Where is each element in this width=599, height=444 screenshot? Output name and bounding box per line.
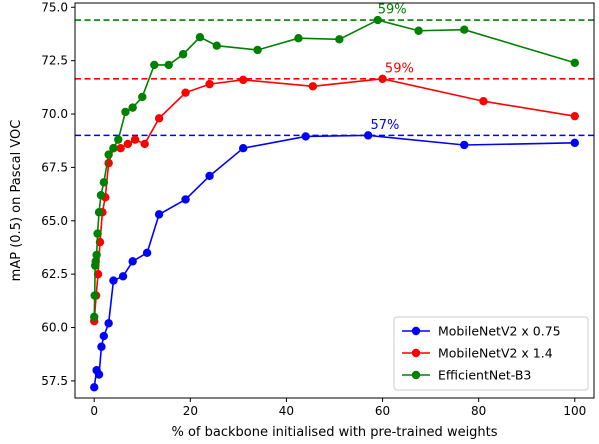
data-point (114, 135, 123, 144)
legend-label: MobileNetV2 x 1.4 (438, 346, 553, 361)
legend-box (393, 316, 589, 391)
data-point (90, 312, 99, 322)
y-tick-label: 60.0 (41, 321, 68, 335)
data-point (140, 139, 149, 149)
data-point (93, 229, 102, 238)
data-point (92, 250, 101, 260)
data-point (94, 208, 104, 217)
legend-item-mobilenetv2-x-0-75: MobileNetV2 x 0.75 (402, 324, 561, 339)
series-mobilenetv2-x-0-75 (90, 131, 579, 392)
x-tick-label: 80 (471, 404, 486, 418)
data-point (195, 32, 205, 42)
x-tick-label: 100 (563, 404, 586, 418)
y-tick-label: 57.5 (41, 374, 68, 388)
data-point (378, 74, 387, 83)
data-point (301, 132, 310, 141)
data-point (181, 195, 190, 204)
y-axis-ticks: 57.5 60.0 62.5 65.0 67.5 70.0 72.5 75.0 (41, 0, 75, 388)
data-point (570, 138, 579, 148)
legend-item-efficientnet-b3: EfficientNet-B3 (402, 368, 531, 383)
y-tick-label: 65.0 (41, 214, 68, 228)
data-point (109, 276, 118, 285)
data-point (99, 178, 109, 187)
data-point (150, 60, 159, 70)
x-tick-label: 60 (375, 404, 390, 418)
data-point (335, 35, 344, 44)
data-point (373, 15, 382, 25)
data-point (130, 135, 140, 144)
data-point (142, 248, 152, 258)
legend-marker (411, 348, 421, 358)
y-axis-label: mAP (0.5) on Pascal VOC (9, 120, 24, 282)
y-tick-label: 75.0 (41, 0, 68, 14)
y-tick-label: 70.0 (41, 107, 68, 121)
data-point (154, 210, 164, 219)
data-point (308, 82, 318, 91)
data-point (104, 150, 113, 159)
data-point (116, 143, 125, 153)
data-point (205, 79, 214, 89)
data-point (570, 111, 579, 121)
legend-marker (411, 326, 421, 336)
x-tick-label: 20 (183, 404, 198, 418)
data-point (460, 140, 469, 150)
peak-annotation: 59% (385, 61, 414, 76)
legend-label: MobileNetV2 x 0.75 (438, 324, 561, 339)
data-point (104, 319, 113, 328)
data-point (164, 60, 173, 70)
data-point (118, 272, 128, 281)
plot-frame (74, 2, 595, 399)
data-point (253, 45, 262, 55)
legend-item-mobilenetv2-x-1-4: MobileNetV2 x 1.4 (402, 346, 553, 361)
data-point (93, 269, 103, 279)
series-efficientnet-b3 (90, 15, 579, 322)
data-point (91, 257, 100, 266)
y-tick-label: 67.5 (41, 160, 68, 174)
data-point (97, 342, 106, 351)
data-point (128, 257, 137, 266)
data-point (363, 131, 373, 140)
data-point (212, 41, 221, 50)
data-point (570, 58, 579, 67)
x-axis-label: % of backbone initialised with pre-train… (171, 425, 497, 440)
data-point (128, 103, 137, 112)
y-tick-label: 72.5 (41, 54, 68, 68)
data-point (138, 92, 147, 102)
data-point (96, 190, 106, 200)
data-point (414, 26, 423, 35)
data-point (94, 370, 104, 379)
data-point (205, 171, 214, 181)
data-point (238, 75, 248, 85)
data-point (90, 291, 99, 300)
data-point (479, 97, 488, 106)
data-point (121, 107, 130, 117)
data-point (460, 25, 469, 34)
data-point (178, 50, 188, 59)
x-axis-ticks: 0 20 40 60 80 100 (90, 398, 586, 418)
data-point (104, 158, 113, 168)
data-point (181, 88, 190, 97)
legend: MobileNetV2 x 0.75 MobileNetV2 x 1.4 Effic… (393, 316, 589, 391)
data-point (123, 139, 133, 149)
series-group (90, 15, 579, 392)
x-tick-label: 40 (279, 404, 294, 418)
data-point (99, 331, 109, 341)
series-line (93, 134, 575, 388)
data-point (238, 143, 248, 153)
data-point (109, 143, 118, 153)
legend-marker (411, 370, 421, 380)
x-tick-label: 0 (90, 404, 98, 418)
data-point (154, 114, 164, 123)
y-tick-label: 62.5 (41, 267, 68, 281)
legend-label: EfficientNet-B3 (438, 368, 531, 383)
data-point (90, 383, 99, 392)
peak-annotation: 59% (378, 3, 407, 18)
peak-annotation: 57% (371, 118, 400, 133)
data-point (294, 34, 303, 43)
annotations: 57% 59% 59% (371, 3, 414, 133)
